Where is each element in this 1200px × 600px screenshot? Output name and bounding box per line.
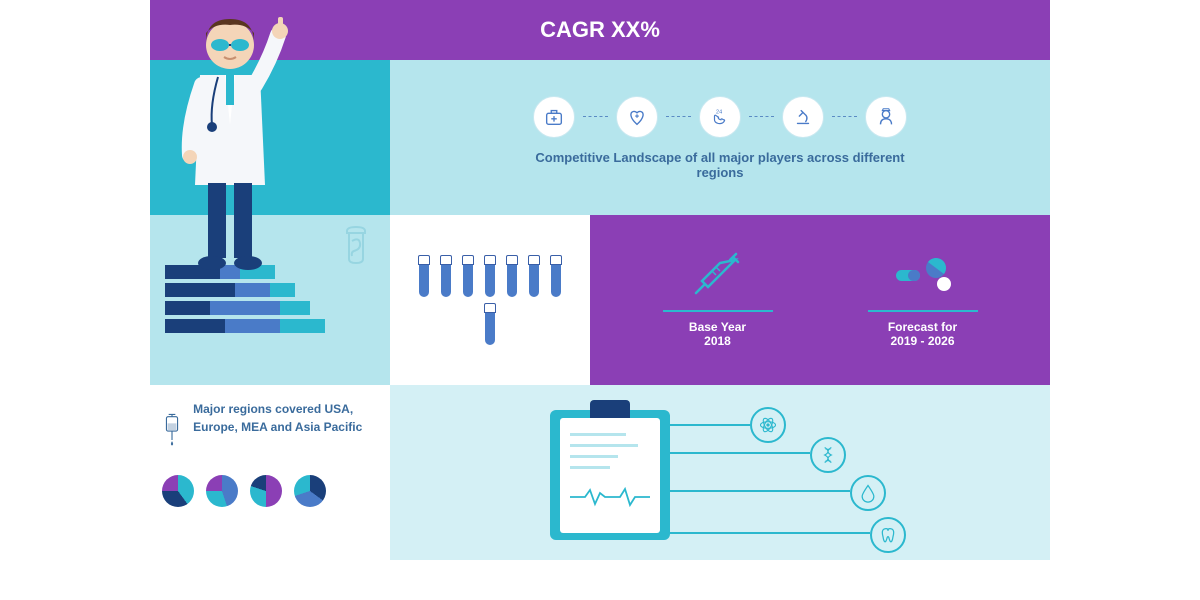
landscape-text: Competitive Landscape of all major playe… (520, 150, 920, 180)
test-tube (484, 303, 496, 345)
base-year-card: Base Year 2018 (663, 252, 773, 348)
chart-bar (165, 301, 375, 315)
divider-line (663, 310, 773, 312)
bar-segment (270, 283, 295, 297)
bar-segment (280, 301, 310, 315)
regions-panel: Major regions covered USA, Europe, MEA a… (150, 385, 390, 560)
test-tube (484, 255, 496, 297)
regions-content: Major regions covered USA, Europe, MEA a… (162, 400, 378, 460)
regions-text: Major regions covered USA, Europe, MEA a… (193, 400, 378, 460)
test-tube (440, 255, 452, 297)
bar-segment (235, 283, 270, 297)
iv-drip-icon (162, 400, 183, 460)
tooth-icon (870, 517, 906, 553)
pie-chart (250, 475, 282, 507)
doctor-illustration (170, 5, 320, 285)
chart-bar (165, 283, 375, 297)
test-tube (528, 255, 540, 297)
medical-kit-icon (533, 96, 575, 138)
bar-segment (165, 283, 235, 297)
chart-bar (165, 319, 375, 333)
test-tube (550, 255, 562, 297)
test-tube (418, 255, 430, 297)
pie-chart (162, 475, 194, 507)
pharmacy-icon (337, 223, 375, 270)
test-tube (462, 255, 474, 297)
microscope-icon (782, 96, 824, 138)
bar-segment (165, 301, 210, 315)
infographic-container: CAGR XX% (150, 0, 1050, 560)
bottom-row: Major regions covered USA, Europe, MEA a… (150, 385, 1050, 560)
heart-plus-icon (616, 96, 658, 138)
test-tubes-panel (390, 215, 590, 385)
pie-chart (206, 475, 238, 507)
bar-segment (225, 319, 280, 333)
bar-segment (165, 319, 225, 333)
connector-line (583, 116, 608, 117)
atom-icon (750, 407, 786, 443)
pie-chart (294, 475, 326, 507)
connector-line (832, 116, 857, 117)
clipboard-panel (390, 385, 1050, 560)
landscape-content: 24 Competitive Landscape of all major pl… (390, 60, 1050, 215)
syringe-icon (688, 252, 748, 297)
nurse-icon (865, 96, 907, 138)
droplet-icon (850, 475, 886, 511)
forecast-value: 2019 - 2026 (868, 334, 978, 348)
pie-chart-row (162, 475, 378, 507)
forecast-card: Forecast for 2019 - 2026 (868, 252, 978, 348)
base-year-label: Base Year (663, 320, 773, 334)
forecast-panel: Base Year 2018 Forecast for 2019 - 2026 (590, 215, 1050, 385)
connector-line (749, 116, 774, 117)
svg-text:24: 24 (716, 109, 722, 115)
pills-icon (888, 252, 958, 297)
base-year-value: 2018 (663, 334, 773, 348)
dna-icon (810, 437, 846, 473)
phone-24-icon: 24 (699, 96, 741, 138)
bar-segment (280, 319, 325, 333)
connector-line (666, 116, 691, 117)
test-tube (506, 255, 518, 297)
bar-segment (210, 301, 280, 315)
divider-line (868, 310, 978, 312)
landscape-icon-row: 24 (533, 96, 907, 138)
cagr-title: CAGR XX% (540, 17, 660, 43)
forecast-label: Forecast for (868, 320, 978, 334)
